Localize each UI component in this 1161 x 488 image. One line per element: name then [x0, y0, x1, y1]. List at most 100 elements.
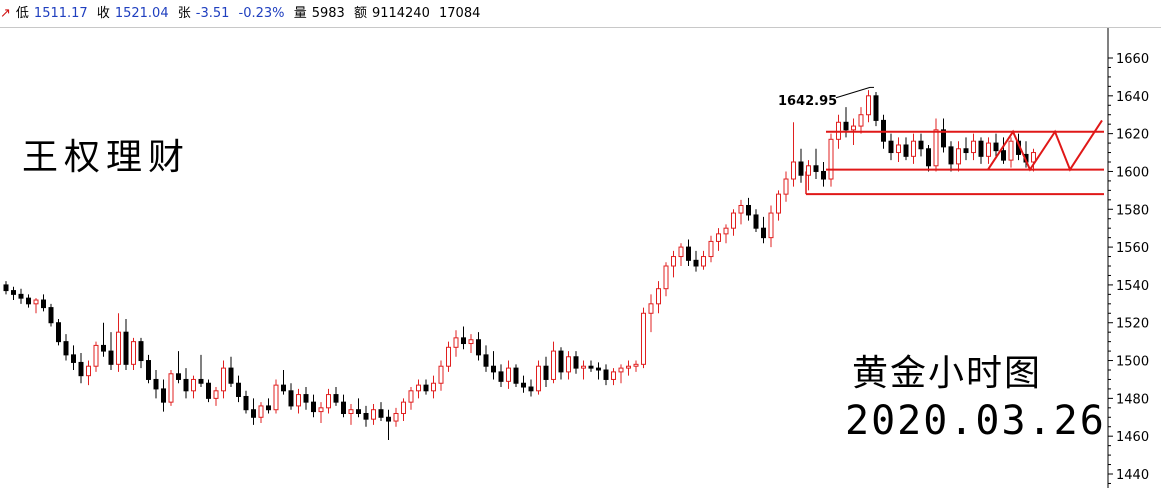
candle-body — [416, 384, 421, 392]
price-tick-label: 1580 — [1116, 203, 1149, 218]
candle-body — [993, 142, 999, 152]
candle-body — [168, 373, 174, 403]
price-tick-label: 1660 — [1116, 52, 1149, 67]
candle-body — [266, 405, 271, 411]
candle-body — [948, 146, 954, 165]
volume-label: 量 — [293, 6, 307, 21]
candle-body — [971, 140, 976, 154]
candle-body — [311, 401, 316, 413]
candle-body — [191, 378, 196, 392]
candle-body — [93, 344, 99, 367]
candle-body — [116, 331, 121, 365]
candle-body — [228, 367, 234, 384]
price-tick-label: 1620 — [1116, 128, 1149, 143]
candle-body — [101, 344, 106, 352]
candle-body — [693, 259, 699, 267]
price-tick-label: 1600 — [1116, 165, 1149, 180]
candle-body — [858, 114, 864, 127]
candle-body — [506, 367, 511, 382]
candle-body — [941, 129, 946, 148]
candle-body — [701, 256, 706, 267]
peak-leader-line — [835, 86, 871, 99]
candle-body — [731, 212, 736, 229]
candle-body — [476, 339, 481, 356]
candle-body — [408, 390, 414, 403]
candle-body — [806, 165, 811, 176]
candle-body — [791, 161, 796, 180]
price-tick-label: 1560 — [1116, 241, 1149, 256]
candle-body — [738, 204, 744, 214]
candle-body — [918, 140, 924, 150]
candle-body — [611, 371, 616, 380]
candle-body — [243, 395, 249, 411]
candle-body — [851, 125, 856, 131]
candle-body — [753, 214, 759, 229]
price-axis: 1660 1640 1620 1600 1580 1560 1540 1520 1500 1480… — [1107, 28, 1149, 488]
candle-body — [551, 350, 556, 380]
price-tick-label: 1640 — [1116, 90, 1149, 105]
candle-body — [491, 365, 496, 373]
change-label: 张 — [177, 6, 191, 21]
candle-body — [161, 388, 166, 403]
candle-body — [56, 322, 61, 343]
candle-body — [783, 178, 789, 195]
candle-body — [566, 356, 571, 373]
date-watermark: 2020.03.26 — [845, 398, 1106, 444]
support-resistance-layer — [805, 119, 1104, 196]
candle-body — [303, 394, 309, 403]
candle-body — [716, 233, 721, 242]
candle-body — [768, 212, 774, 239]
candle-body — [71, 354, 76, 363]
candle-body — [371, 409, 376, 420]
candle-body — [468, 339, 474, 345]
candle-body — [401, 401, 406, 414]
annotation-layer: 1642.95 — [778, 86, 874, 109]
candle-body — [956, 148, 961, 165]
candle-body — [813, 165, 819, 172]
brand-watermark: 王权理财 — [22, 137, 191, 178]
candle-body — [911, 140, 916, 157]
quote-bar: ↗ 低 1511.17 收 1521.04 张 -3.51 -0.23% 量 5983 额… — [0, 0, 1161, 28]
candle-body — [1001, 150, 1006, 161]
candle-body — [273, 384, 279, 411]
candle-body — [843, 121, 849, 131]
candle-body — [206, 382, 211, 399]
candle-body — [258, 405, 264, 418]
candle-body — [123, 331, 129, 365]
candle-body — [483, 354, 489, 367]
candle-body — [866, 95, 871, 116]
low-value: 1511.17 — [33, 6, 88, 21]
candle-body — [146, 360, 151, 380]
candle-body — [828, 138, 834, 180]
candle-body — [986, 142, 991, 157]
candle-body — [536, 365, 541, 392]
candle-body — [626, 365, 631, 369]
candle-body — [873, 95, 879, 121]
candle-body — [663, 265, 669, 290]
candle-body — [461, 337, 466, 345]
amount-value: 9114240 — [371, 6, 430, 21]
candle-body — [798, 161, 804, 176]
candle-body — [423, 384, 429, 392]
candle-body — [288, 390, 294, 407]
candlestick-chart[interactable]: 1642.95 1660 1640 1620 1600 1580 1560 1540 1520… — [0, 28, 1161, 488]
candle-body — [41, 299, 46, 309]
candle-body — [603, 369, 609, 380]
price-tick-label: 1460 — [1116, 430, 1149, 445]
candle-body — [903, 144, 909, 157]
candle-body — [431, 382, 436, 392]
candle-body — [588, 365, 594, 369]
candle-body — [686, 246, 691, 261]
close-value: 1521.04 — [114, 6, 169, 21]
price-tick-label: 1480 — [1116, 392, 1149, 407]
price-tick-label: 1440 — [1116, 468, 1149, 483]
candle-body — [761, 227, 766, 239]
change-percent: -0.23% — [238, 6, 285, 21]
candle-body — [648, 303, 654, 314]
candle-body — [296, 394, 301, 407]
candle-body — [3, 284, 9, 292]
candle-body — [251, 409, 256, 418]
candle-body — [888, 140, 894, 154]
candle-body — [11, 290, 16, 295]
candle-body — [521, 382, 526, 388]
